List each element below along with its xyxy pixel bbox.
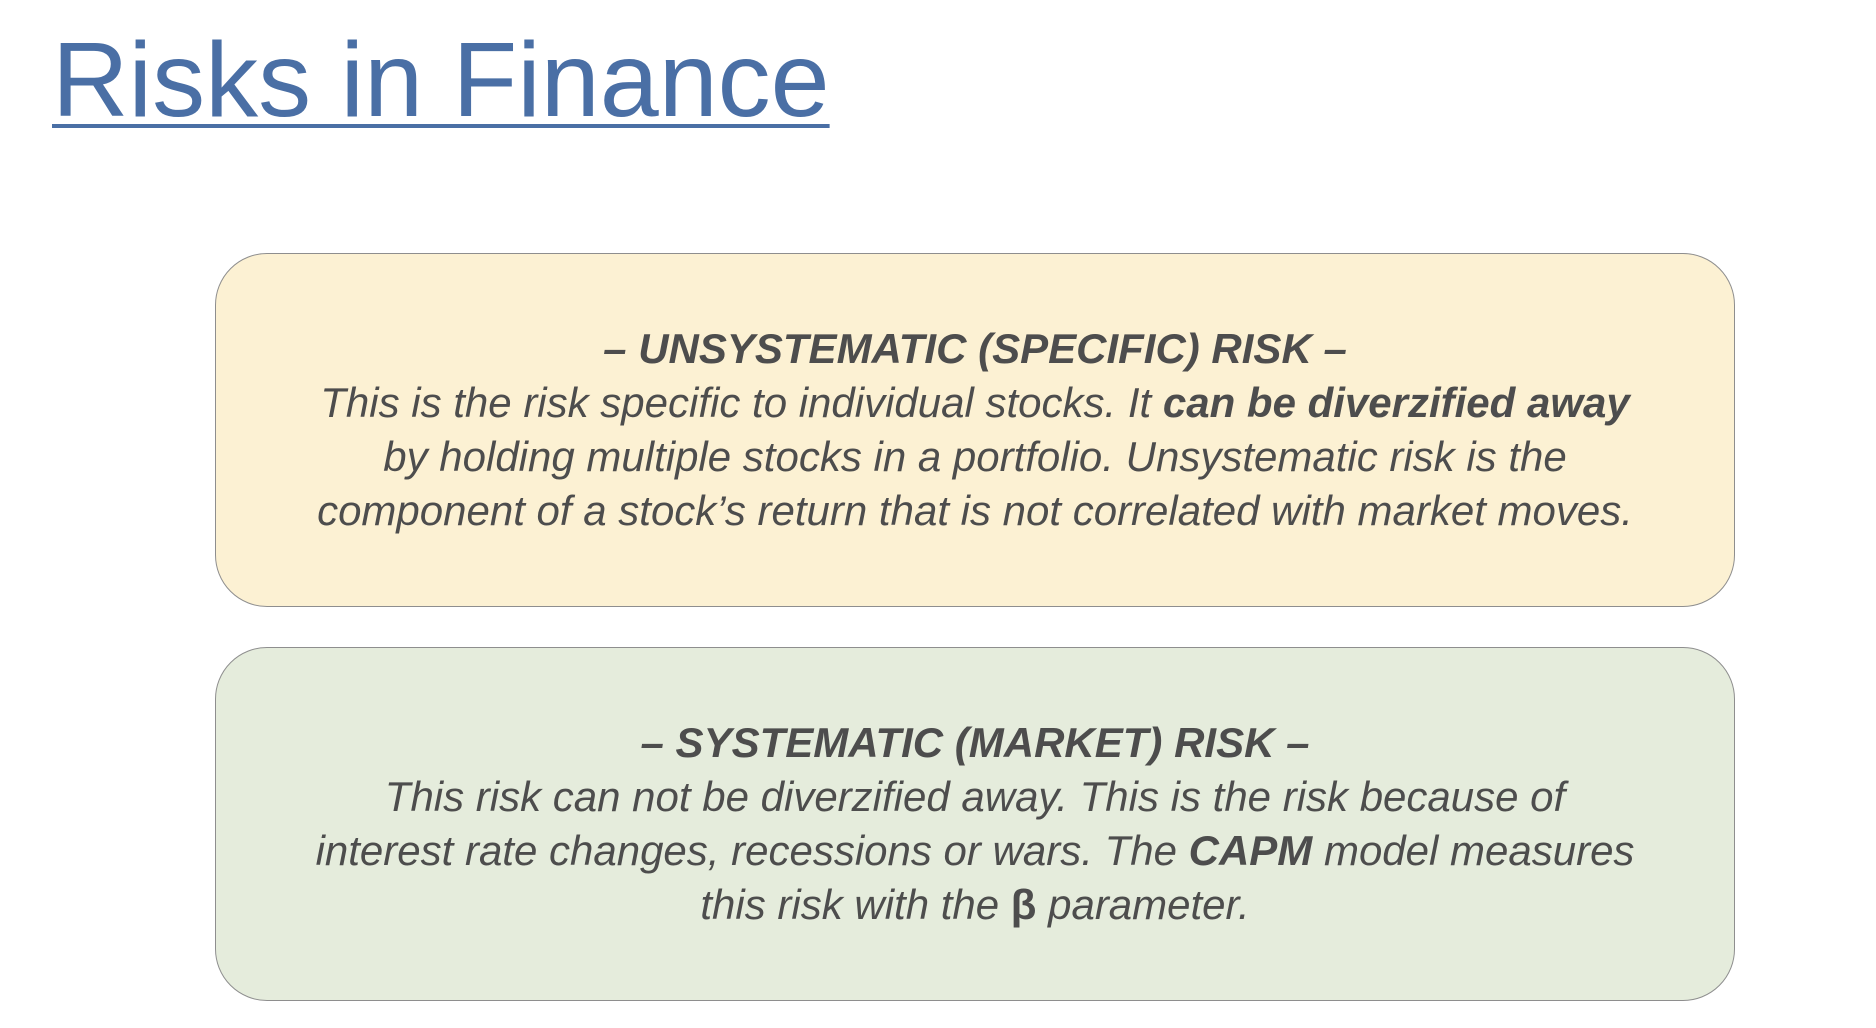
slide-title: Risks in Finance — [52, 21, 830, 139]
unsystematic-line-1-text: This is the risk specific to individual … — [320, 379, 1163, 426]
systematic-risk-heading: – SYSTEMATIC (MARKET) RISK – — [640, 719, 1310, 766]
unsystematic-risk-line-1: This is the risk specific to individual … — [320, 376, 1630, 430]
unsystematic-risk-box: – UNSYSTEMATIC (SPECIFIC) RISK – This is… — [215, 253, 1735, 607]
systematic-risk-box: – SYSTEMATIC (MARKET) RISK – This risk c… — [215, 647, 1735, 1001]
systematic-line-3-text-post: parameter. — [1036, 881, 1250, 928]
diversifiable-emphasis: can be diverzified away — [1162, 379, 1630, 426]
systematic-risk-line-3: this risk with the β parameter. — [700, 878, 1249, 932]
systematic-risk-line-1: This risk can not be diverzified away. T… — [384, 773, 1566, 820]
unsystematic-risk-line-2: by holding multiple stocks in a portfoli… — [383, 433, 1567, 480]
systematic-risk-line-2: interest rate changes, recessions or war… — [316, 824, 1635, 878]
unsystematic-risk-line-3: component of a stock’s return that is no… — [317, 487, 1633, 534]
capm-emphasis: CAPM — [1188, 827, 1313, 874]
unsystematic-risk-heading: – UNSYSTEMATIC (SPECIFIC) RISK – — [603, 325, 1347, 372]
systematic-line-3-text-pre: this risk with the — [700, 881, 1011, 928]
beta-symbol: β — [1010, 881, 1037, 928]
systematic-line-2-text-post: model measures — [1312, 827, 1635, 874]
systematic-line-2-text-pre: interest rate changes, recessions or war… — [315, 827, 1189, 874]
